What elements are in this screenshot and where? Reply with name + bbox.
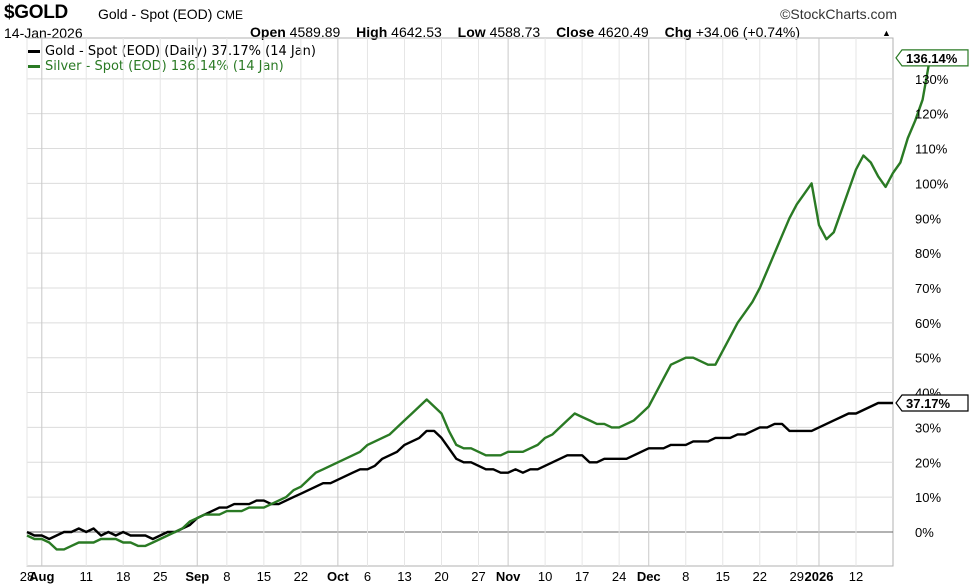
close-value: 4620.49	[598, 24, 649, 40]
x-tick-label: 8	[223, 569, 230, 584]
silver-end-label: 136.14%	[895, 49, 969, 67]
gold-series-line	[26, 401, 893, 541]
open-value: 4589.89	[289, 24, 341, 40]
high-label: High	[356, 24, 388, 40]
x-tick-label: 15	[716, 569, 730, 584]
high-value: 4642.53	[391, 24, 442, 40]
y-tick-label: 100%	[915, 176, 949, 191]
legend-item-gold[interactable]: Gold - Spot (EOD) (Daily) 37.17% (14 Jan…	[28, 44, 316, 59]
x-tick-label: 27	[471, 569, 485, 584]
x-tick-label: 24	[612, 569, 626, 584]
copyright-icon: ©	[780, 6, 791, 22]
open-label: Open	[250, 24, 286, 40]
x-tick-label: 8	[682, 569, 689, 584]
x-tick-label: Sep	[185, 569, 209, 584]
end-label-text: 136.14%	[906, 51, 958, 66]
exchange-label: CME	[216, 8, 244, 22]
legend-swatch-silver	[28, 65, 40, 68]
low-label: Low	[457, 24, 486, 40]
x-tick-label: 2026	[805, 569, 834, 584]
x-tick-label: 15	[257, 569, 271, 584]
symbol-description: Gold - Spot (EOD) CME	[98, 6, 243, 22]
plot-frame	[26, 37, 894, 567]
x-tick-label: Nov	[496, 569, 521, 584]
up-arrow-icon: ▲	[882, 28, 891, 38]
y-tick-label: 50%	[915, 351, 941, 366]
axes: 0%10%20%30%40%50%60%70%80%90%100%110%120…	[20, 49, 969, 584]
legend-item-silver[interactable]: Silver - Spot (EOD) 136.14% (14 Jan)	[28, 59, 316, 74]
y-tick-label: 130%	[915, 72, 949, 87]
x-tick-label: 25	[153, 569, 167, 584]
low-value: 4588.73	[489, 24, 541, 40]
description-text: Gold - Spot (EOD)	[98, 6, 213, 22]
chart-header: $GOLD Gold - Spot (EOD) CME ©StockCharts.…	[0, 0, 969, 74]
gold-end-label: 37.17%	[895, 394, 969, 412]
x-tick-label: 13	[397, 569, 411, 584]
legend-swatch-gold	[28, 50, 40, 53]
end-label-text: 37.17%	[906, 396, 951, 411]
y-tick-label: 0%	[915, 525, 934, 540]
x-tick-label: 22	[753, 569, 767, 584]
y-tick-label: 90%	[915, 211, 941, 226]
end-label-box	[895, 49, 969, 67]
legend: Gold - Spot (EOD) (Daily) 37.17% (14 Jan…	[28, 44, 316, 74]
end-label-box	[895, 394, 969, 412]
brand[interactable]: ©StockCharts.com	[780, 6, 897, 22]
x-tick-label: Oct	[327, 569, 349, 584]
legend-text-silver: Silver - Spot (EOD) 136.14% (14 Jan)	[45, 59, 284, 74]
y-tick-label: 120%	[915, 107, 949, 122]
grid	[26, 37, 894, 567]
x-tick-label: Dec	[637, 569, 661, 584]
y-tick-label: 30%	[915, 420, 941, 435]
x-tick-label: 18	[116, 569, 130, 584]
close-label: Close	[556, 24, 595, 40]
x-tick-label: 29	[790, 569, 804, 584]
x-tick-label: 17	[575, 569, 589, 584]
x-tick-label: 28	[20, 569, 34, 584]
y-tick-label: 70%	[915, 281, 941, 296]
y-tick-label: 20%	[915, 455, 941, 470]
x-tick-label: Aug	[29, 569, 54, 584]
symbol-title: $GOLD	[4, 2, 68, 23]
y-tick-label: 60%	[915, 316, 941, 331]
y-tick-label: 110%	[915, 142, 948, 157]
chart-date: 14-Jan-2026	[4, 25, 83, 41]
chg-label: Chg	[664, 24, 692, 40]
x-tick-label: 12	[849, 569, 863, 584]
quote-bar: Open 4589.89 High 4642.53 Low 4588.73 Cl…	[250, 24, 800, 40]
y-tick-label: 80%	[915, 246, 941, 261]
series-lines	[26, 57, 932, 551]
x-tick-label: 20	[434, 569, 448, 584]
brand-text: StockCharts.com	[790, 6, 897, 22]
x-tick-label: 10	[538, 569, 552, 584]
chg-value: +34.06 (+0.74%)	[695, 24, 800, 40]
x-tick-label: 11	[79, 569, 93, 584]
x-tick-label: 22	[294, 569, 308, 584]
silver-series-line	[26, 57, 932, 551]
legend-text-gold: Gold - Spot (EOD) (Daily) 37.17% (14 Jan…	[45, 44, 316, 59]
x-tick-label: 6	[364, 569, 371, 584]
y-tick-label: 10%	[915, 490, 941, 505]
